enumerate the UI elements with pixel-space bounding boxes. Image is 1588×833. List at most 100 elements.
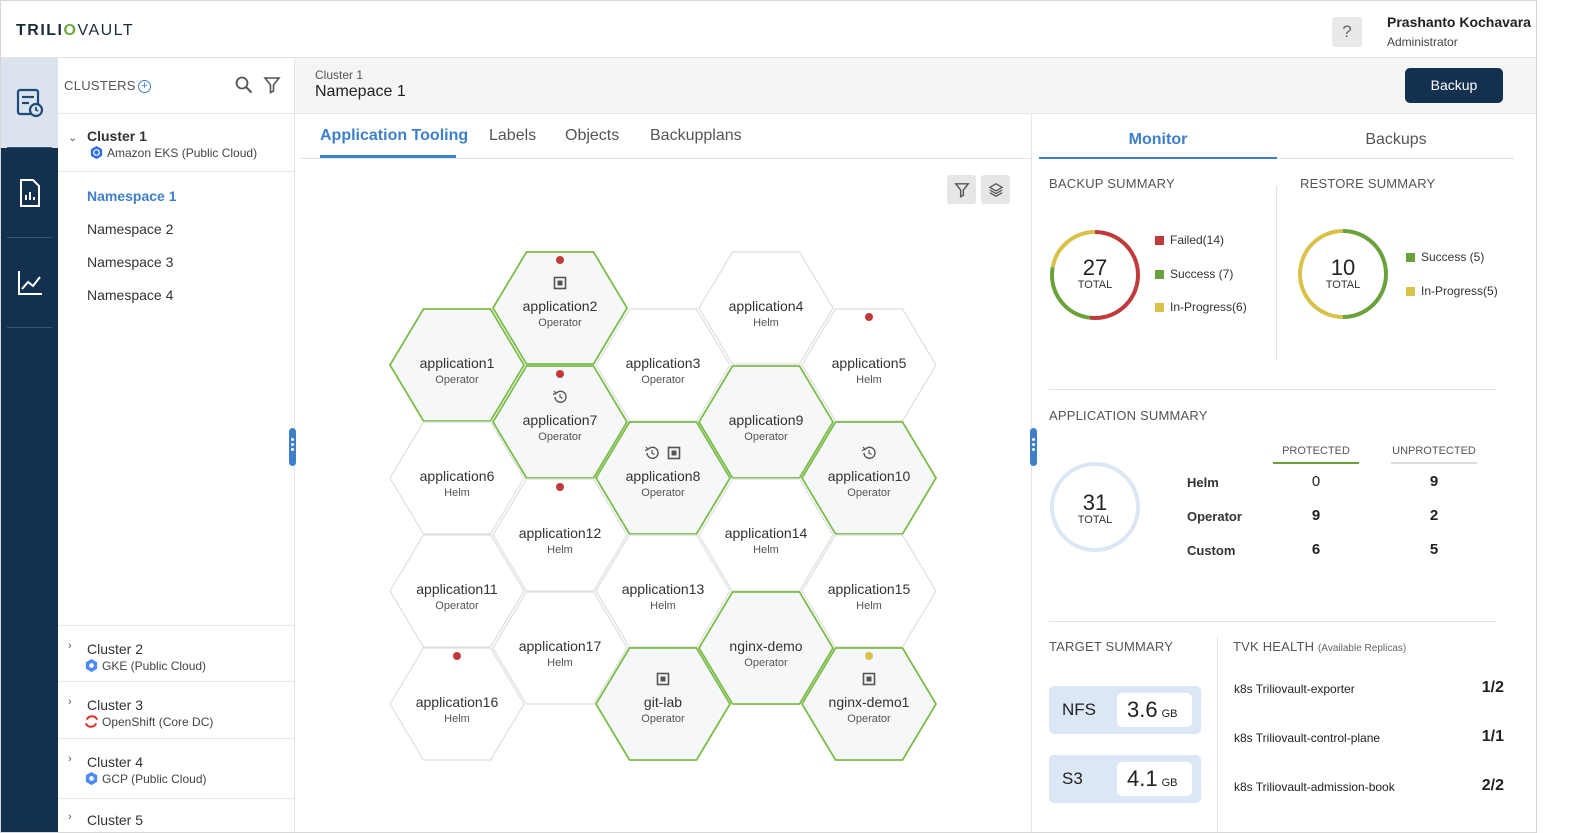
application-name[interactable]: nginx-demo (729, 638, 803, 654)
cluster-name: Cluster 4 (87, 754, 144, 770)
application-name[interactable]: application5 (831, 355, 907, 371)
tab-monitor[interactable]: Monitor (1128, 131, 1188, 148)
nav-reports[interactable] (1, 148, 58, 238)
application-hex[interactable] (697, 591, 835, 705)
application-name[interactable]: git-lab (643, 694, 683, 710)
application-name[interactable]: application12 (518, 525, 602, 541)
application-type: Helm (650, 600, 676, 612)
application-type: Helm (753, 544, 779, 556)
application-hex[interactable] (389, 534, 525, 648)
application-hex[interactable] (801, 534, 937, 648)
namespace-item-3[interactable]: Namespace 3 (87, 254, 174, 270)
backup-button[interactable]: Backup (1405, 68, 1503, 103)
application-name[interactable]: application17 (518, 638, 602, 654)
filter-button[interactable] (947, 175, 976, 204)
application-hex[interactable] (388, 308, 526, 422)
application-hex[interactable] (801, 308, 937, 422)
application-name[interactable]: application16 (415, 694, 499, 710)
application-hex[interactable] (389, 421, 525, 535)
application-hex[interactable] (491, 365, 629, 479)
panel-resize-handle[interactable] (289, 428, 296, 466)
trilio-logo[interactable]: TRILIOVAULT (16, 22, 135, 39)
cluster-item-1[interactable]: ⌄ Cluster 1 Amazon EKS (Public Cloud) (58, 114, 295, 172)
tvk-health-title: TVK HEALTH (Available Replicas) (1233, 639, 1407, 654)
application-name[interactable]: application2 (522, 298, 598, 314)
cluster-name: Cluster 5 (87, 812, 144, 828)
nav-clusters[interactable] (1, 58, 58, 148)
backup-summary-donut (1050, 230, 1140, 320)
application-hex[interactable] (389, 647, 525, 761)
target-name: S3 (1062, 769, 1083, 788)
chevron-right-icon[interactable]: › (68, 753, 72, 765)
legend-in-progress: In-Progress(5) (1406, 284, 1498, 298)
application-hex[interactable] (594, 421, 732, 535)
namespace-item-4[interactable]: Namespace 4 (87, 287, 174, 303)
application-name[interactable]: application14 (724, 525, 808, 541)
application-name[interactable]: application8 (625, 468, 701, 484)
breadcrumb-cluster[interactable]: Cluster 1 (315, 68, 364, 82)
application-name[interactable]: application1 (419, 355, 495, 371)
tab-objects[interactable]: Objects (565, 127, 620, 144)
application-name[interactable]: application3 (625, 355, 701, 371)
panel-resize-handle[interactable] (1030, 428, 1037, 466)
application-name[interactable]: application4 (728, 298, 804, 314)
layers-button[interactable] (981, 175, 1010, 204)
filter-icon[interactable] (263, 76, 281, 94)
application-hex[interactable] (800, 647, 938, 761)
application-hex[interactable] (698, 251, 834, 365)
target-nfs[interactable]: NFS 3.6 GB (1049, 686, 1201, 734)
application-hex[interactable] (492, 591, 628, 705)
legend-success: Success (5) (1406, 250, 1484, 264)
add-cluster-icon[interactable]: + (138, 80, 151, 93)
application-hex[interactable] (595, 308, 731, 422)
snapshot-icon (862, 672, 876, 686)
cluster-type: GCP (Public Cloud) (84, 771, 206, 786)
application-type: Helm (444, 487, 470, 499)
tab-labels[interactable]: Labels (489, 127, 537, 144)
application-hex[interactable] (492, 478, 628, 592)
application-name[interactable]: application13 (621, 581, 705, 597)
application-hex[interactable] (594, 647, 732, 761)
status-dot (556, 256, 564, 264)
namespace-item-2[interactable]: Namespace 2 (87, 221, 174, 237)
help-button[interactable]: ? (1332, 17, 1362, 47)
tab-backupplans[interactable]: Backupplans (650, 127, 742, 144)
application-hex[interactable] (800, 421, 938, 535)
line-chart-icon (17, 271, 42, 295)
application-name[interactable]: application11 (416, 581, 498, 597)
application-name[interactable]: nginx-demo1 (828, 694, 910, 710)
user-name[interactable]: Prashanto Kochavara (1387, 14, 1531, 30)
application-name[interactable]: application15 (827, 581, 911, 597)
cluster-item-3[interactable]: › Cluster 3 OpenShift (Core DC) (58, 682, 295, 739)
tab-application-tooling[interactable]: Application Tooling (320, 127, 469, 144)
application-hex[interactable] (491, 251, 629, 365)
application-name[interactable]: application6 (419, 468, 495, 484)
namespace-item-1[interactable]: Namespace 1 (87, 188, 177, 204)
history-icon (644, 446, 659, 459)
chevron-right-icon[interactable]: › (68, 811, 72, 823)
health-row: k8s Triliovault-control-plane 1/1 (1234, 728, 1504, 745)
application-hex[interactable] (697, 365, 835, 479)
target-s3[interactable]: S3 4.1 GB (1049, 755, 1201, 803)
tab-backups[interactable]: Backups (1365, 131, 1427, 148)
application-type: Operator (538, 431, 582, 443)
status-dot (453, 652, 461, 660)
application-name[interactable]: application7 (522, 412, 598, 428)
chevron-down-icon[interactable]: ⌄ (68, 132, 78, 144)
cluster-item-5[interactable]: › Cluster 5 (58, 799, 295, 832)
application-name[interactable]: application10 (827, 468, 911, 484)
application-name[interactable]: application9 (728, 412, 804, 428)
search-icon[interactable] (235, 76, 253, 94)
cluster-item-4[interactable]: › Cluster 4 GCP (Public Cloud) (58, 739, 295, 799)
chevron-right-icon[interactable]: › (68, 640, 72, 652)
restore-total-label: TOTAL (1325, 279, 1361, 291)
application-total: 31 (1082, 490, 1108, 515)
restore-summary-donut (1298, 229, 1388, 319)
application-hex[interactable] (698, 478, 834, 592)
top-bar: TRILIOVAULT ? Prashanto Kochavara Admini… (1, 1, 1536, 58)
application-hex[interactable] (595, 534, 731, 648)
chevron-right-icon[interactable]: › (68, 696, 72, 708)
column-unprotected: UNPROTECTED (1392, 445, 1476, 457)
nav-analytics[interactable] (1, 238, 58, 328)
cluster-item-2[interactable]: › Cluster 2 GKE (Public Cloud) (58, 625, 295, 682)
